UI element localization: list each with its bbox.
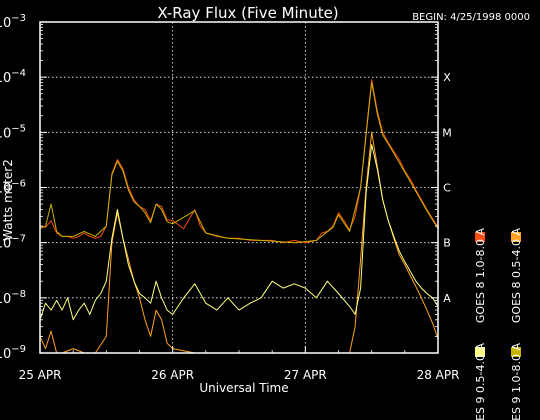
x-tick-label: 27 APR (284, 368, 327, 382)
y-tick-label: 10−8 (0, 289, 26, 307)
x-tick-label: 25 APR (19, 368, 62, 382)
legend-swatch-3 (475, 347, 485, 357)
legend-label-1: GOES 8 1.0-8.0 A (474, 228, 487, 324)
y-tick-label: 10−6 (0, 179, 26, 197)
legend-swatch-1 (475, 232, 485, 242)
y-axis-label: Watts meter2 (1, 159, 15, 241)
y-tick-label: 10−7 (0, 234, 26, 252)
legend-label-4: GOES 9 1.0-8.0 A (510, 343, 523, 420)
flare-class-label: B (443, 237, 451, 250)
flare-class-label: A (443, 292, 451, 305)
begin-date-label: BEGIN: 4/25/1998 0000 (412, 12, 530, 23)
flare-class-label: M (442, 126, 452, 139)
legend-label-2: GOES 8 0.5-4.0 A (510, 228, 523, 324)
series-line-4 (39, 82, 439, 244)
x-tick-label: 26 APR (151, 368, 194, 382)
y-tick-label: 10−9 (0, 344, 26, 362)
y-tick-label: 10−3 (0, 13, 26, 31)
legend-swatch-4 (511, 347, 521, 357)
series-line-3 (39, 144, 439, 321)
flare-class-label: X (443, 71, 451, 84)
chart-title: X-Ray Flux (Five Minute) (157, 4, 338, 22)
legend: GOES 8 1.0-8.0 A GOES 8 0.5-4.0 A GOES 9 0… (474, 228, 523, 420)
y-tick-label: 10−4 (0, 68, 26, 86)
axis-ticks: 10−3 10−4 10−5 10−6 10−7 10−8 10−9 X M C B A 25 APR 2… (0, 13, 459, 382)
flare-class-label: C (443, 182, 451, 195)
y-tick-label: 10−5 (0, 123, 26, 141)
legend-swatch-2 (511, 232, 521, 242)
x-axis-label: Universal Time (199, 381, 288, 395)
legend-label-3: GOES 9 0.5-4.0 A (474, 343, 487, 420)
grid-lines (40, 22, 438, 353)
x-tick-label: 28 APR (417, 368, 460, 382)
